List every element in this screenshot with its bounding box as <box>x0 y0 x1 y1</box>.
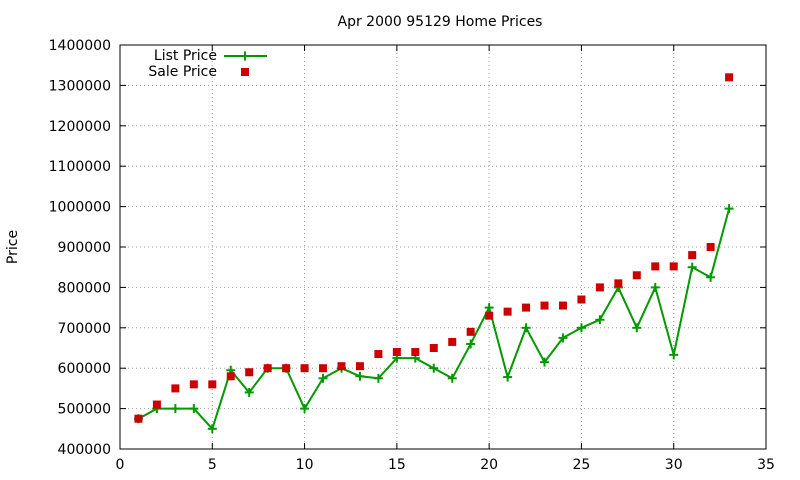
list-price-point <box>503 372 513 382</box>
sale-price-point <box>337 362 346 371</box>
list-price-point <box>300 404 310 414</box>
y-tick-label: 400000 <box>58 442 111 458</box>
x-tick-label: 30 <box>665 457 683 473</box>
sale-price-point <box>466 327 475 336</box>
x-tick-label: 10 <box>296 457 314 473</box>
legend-swatches <box>224 51 267 76</box>
list-price-point <box>484 303 494 313</box>
list-price-point <box>595 315 605 325</box>
sale-price-point <box>208 380 217 389</box>
sale-price-point <box>319 364 328 373</box>
x-tick-label: 0 <box>116 457 125 473</box>
legend-label-list-price: List Price <box>154 48 217 64</box>
y-tick-label: 1300000 <box>49 78 111 94</box>
sale-price-point <box>688 251 697 260</box>
list-price-point <box>687 262 697 272</box>
sale-price-point <box>392 348 401 357</box>
y-tick-label: 1400000 <box>49 38 111 54</box>
sale-price-point <box>152 400 161 409</box>
y-tick-label: 1200000 <box>49 119 111 135</box>
sale-price-point <box>429 344 438 352</box>
list-price-point <box>669 350 679 360</box>
list-price-point <box>466 339 476 349</box>
list-price-point <box>429 363 439 373</box>
sale-price-point <box>725 73 734 82</box>
legend-marker-sale-price <box>241 68 249 76</box>
x-tick-label: 15 <box>388 457 406 473</box>
x-tick-label: 5 <box>208 457 217 473</box>
axis-ticks <box>119 44 767 450</box>
sale-price-point <box>595 283 604 292</box>
sale-price-point <box>503 307 512 316</box>
list-price-point <box>355 371 365 381</box>
x-tick-label: 20 <box>480 457 498 473</box>
list-price-point <box>244 387 254 397</box>
legend: List Price Sale Price <box>148 48 267 80</box>
y-axis-label: Price <box>5 230 21 264</box>
legend-label-sale-price: Sale Price <box>148 64 217 80</box>
sale-price-point <box>577 295 586 304</box>
list-price-point <box>724 204 734 214</box>
sale-price-point <box>171 384 180 393</box>
list-price-point <box>650 282 660 292</box>
list-price-point <box>189 404 199 414</box>
list-price-point <box>706 272 716 282</box>
sale-price-point <box>282 364 291 373</box>
sale-price-point <box>706 243 715 251</box>
sale-price-point <box>448 337 457 346</box>
sale-price-point <box>300 364 309 373</box>
list-price-point <box>318 373 328 383</box>
series <box>133 73 734 434</box>
y-tick-label: 800000 <box>58 280 111 296</box>
sale-price-point <box>411 348 420 357</box>
list-price-point <box>373 373 383 383</box>
list-price-point <box>447 373 457 383</box>
list-price-point <box>170 404 180 414</box>
y-tick-label: 500000 <box>58 402 111 418</box>
list-price-point <box>558 333 568 343</box>
list-price-point <box>207 424 217 434</box>
x-tick-labels: 0 5 10 15 20 25 30 35 <box>116 457 775 473</box>
sale-price-point <box>669 262 678 271</box>
sale-price-point <box>651 262 660 271</box>
sale-price-point <box>226 372 235 381</box>
y-tick-label: 900000 <box>58 240 111 256</box>
sale-price-point <box>374 350 383 359</box>
sale-price-point <box>134 414 143 423</box>
sale-price-point <box>614 279 623 288</box>
list-price-point <box>540 357 550 367</box>
list-price-point <box>521 323 531 333</box>
y-tick-labels: 400000 500000 600000 700000 800000 900000 1000… <box>49 38 111 458</box>
x-tick-label: 25 <box>573 457 591 473</box>
x-tick-label: 35 <box>757 457 775 473</box>
sale-price-point <box>245 368 254 377</box>
list-price-point <box>576 323 586 333</box>
sale-price-point <box>632 271 641 280</box>
list-price-point <box>632 323 642 333</box>
chart-title: Apr 2000 95129 Home Prices <box>338 14 543 30</box>
legend-marker-list-price <box>240 51 250 61</box>
sale-price-point <box>522 303 531 312</box>
y-tick-label: 1000000 <box>49 200 111 216</box>
sale-price-point <box>485 311 494 320</box>
y-tick-label: 1100000 <box>49 159 111 175</box>
sale-price-point <box>189 380 198 389</box>
sale-price-point <box>540 301 549 310</box>
sale-price-point <box>558 301 567 310</box>
y-tick-label: 600000 <box>58 361 111 377</box>
y-tick-label: 700000 <box>58 321 111 337</box>
sale-price-point <box>263 364 272 373</box>
sale-price-point <box>355 362 364 371</box>
